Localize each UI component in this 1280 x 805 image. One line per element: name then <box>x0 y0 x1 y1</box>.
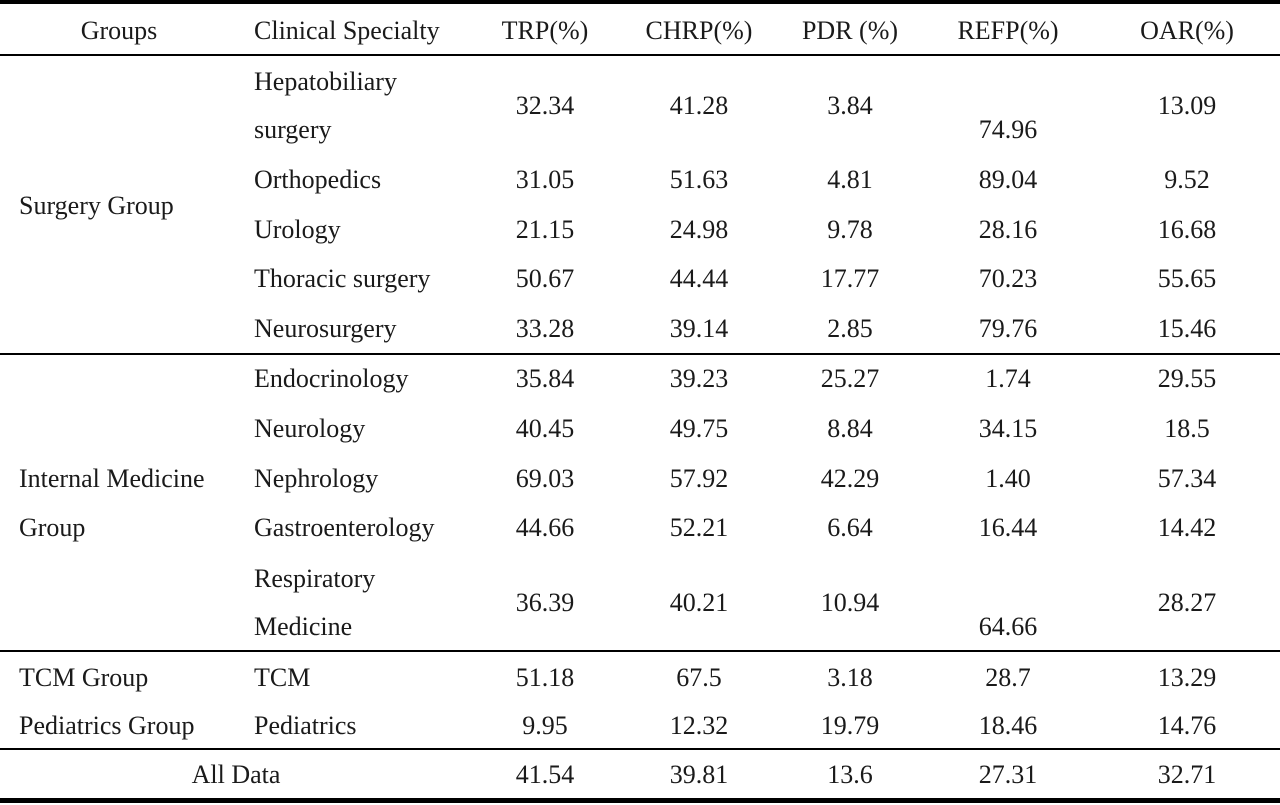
pdr-cell: 17.77 <box>820 264 880 293</box>
refp-cell: 79.76 <box>978 314 1038 343</box>
chrp-cell: 57.92 <box>669 464 729 493</box>
pdr-cell: 19.79 <box>820 711 880 740</box>
header-clinical-specialty: Clinical Specialty <box>254 16 440 45</box>
specialty-cell: Urology <box>254 215 341 244</box>
pdr-cell: 42.29 <box>820 464 880 493</box>
trp-cell: 44.66 <box>515 513 575 542</box>
chrp-cell: 39.81 <box>669 760 729 789</box>
group-label-internal-medicine-line1: Internal Medicine <box>19 464 205 493</box>
chrp-cell: 24.98 <box>669 215 729 244</box>
oar-cell: 15.46 <box>1157 314 1217 343</box>
pdr-cell: 25.27 <box>820 364 880 393</box>
specialty-cell: Pediatrics <box>254 711 357 740</box>
header-oar: OAR(%) <box>1140 16 1234 45</box>
refp-cell: 70.23 <box>978 264 1038 293</box>
trp-cell: 21.15 <box>515 215 575 244</box>
header-refp: REFP(%) <box>957 16 1059 45</box>
oar-cell: 16.68 <box>1157 215 1217 244</box>
pdr-cell: 3.18 <box>827 663 873 692</box>
refp-cell: 64.66 <box>978 612 1038 641</box>
internal-medicine-group-rule <box>0 650 1280 652</box>
oar-cell: 14.42 <box>1157 513 1217 542</box>
specialty-cell: Neurosurgery <box>254 314 397 343</box>
refp-cell: 34.15 <box>978 414 1038 443</box>
oar-cell: 13.09 <box>1157 91 1217 120</box>
bottom-rule <box>0 798 1280 803</box>
refp-cell: 1.40 <box>985 464 1031 493</box>
chrp-cell: 52.21 <box>669 513 729 542</box>
oar-cell: 28.27 <box>1157 588 1217 617</box>
top-rule <box>0 0 1280 4</box>
pdr-cell: 2.85 <box>827 314 873 343</box>
specialty-cell: Neurology <box>254 414 366 443</box>
header-trp: TRP(%) <box>501 16 589 45</box>
trp-cell: 31.05 <box>515 165 575 194</box>
specialty-cell: Thoracic surgery <box>254 264 431 293</box>
pdr-cell: 9.78 <box>827 215 873 244</box>
header-rule <box>0 54 1280 56</box>
trp-cell: 69.03 <box>515 464 575 493</box>
group-label-surgery: Surgery Group <box>19 191 174 220</box>
chrp-cell: 39.14 <box>669 314 729 343</box>
refp-cell: 18.46 <box>978 711 1038 740</box>
trp-cell: 41.54 <box>515 760 575 789</box>
oar-cell: 29.55 <box>1157 364 1217 393</box>
refp-cell: 89.04 <box>978 165 1038 194</box>
group-label-internal-medicine-line2: Group <box>19 513 86 542</box>
chrp-cell: 51.63 <box>669 165 729 194</box>
pdr-cell: 4.81 <box>827 165 873 194</box>
specialty-cell: Nephrology <box>254 464 379 493</box>
chrp-cell: 39.23 <box>669 364 729 393</box>
oar-cell: 18.5 <box>1164 414 1210 443</box>
specialty-cell: Respiratory <box>254 564 376 593</box>
specialty-cell: Orthopedics <box>254 165 382 194</box>
chrp-cell: 41.28 <box>669 91 729 120</box>
refp-cell: 28.7 <box>985 663 1031 692</box>
header-groups: Groups <box>80 16 158 45</box>
all-data-rule <box>0 748 1280 750</box>
pdr-cell: 10.94 <box>820 588 880 617</box>
header-pdr: PDR (%) <box>801 16 899 45</box>
specialty-cell: TCM <box>254 663 311 692</box>
trp-cell: 51.18 <box>515 663 575 692</box>
group-label-tcm: TCM Group <box>19 663 149 692</box>
specialty-cell: Gastroenterology <box>254 513 435 542</box>
refp-cell: 74.96 <box>978 115 1038 144</box>
specialty-cell: Endocrinology <box>254 364 409 393</box>
refp-cell: 28.16 <box>978 215 1038 244</box>
oar-cell: 55.65 <box>1157 264 1217 293</box>
refp-cell: 16.44 <box>978 513 1038 542</box>
pdr-cell: 8.84 <box>827 414 873 443</box>
all-data-label: All Data <box>191 760 281 789</box>
trp-cell: 9.95 <box>522 711 568 740</box>
surgery-group-rule <box>0 353 1280 355</box>
chrp-cell: 44.44 <box>669 264 729 293</box>
trp-cell: 33.28 <box>515 314 575 343</box>
oar-cell: 57.34 <box>1157 464 1217 493</box>
group-label-pediatrics: Pediatrics Group <box>19 711 195 740</box>
oar-cell: 14.76 <box>1157 711 1217 740</box>
oar-cell: 32.71 <box>1157 760 1217 789</box>
specialty-cell-line2: Medicine <box>254 612 353 641</box>
specialty-cell: Hepatobiliary <box>254 67 397 96</box>
pdr-cell: 3.84 <box>827 91 873 120</box>
oar-cell: 13.29 <box>1157 663 1217 692</box>
oar-cell: 9.52 <box>1164 165 1210 194</box>
chrp-cell: 49.75 <box>669 414 729 443</box>
chrp-cell: 12.32 <box>669 711 729 740</box>
trp-cell: 32.34 <box>515 91 575 120</box>
trp-cell: 36.39 <box>515 588 575 617</box>
trp-cell: 35.84 <box>515 364 575 393</box>
specialty-cell-line2: surgery <box>254 115 332 144</box>
header-chrp: CHRP(%) <box>645 16 753 45</box>
pdr-cell: 13.6 <box>827 760 873 789</box>
trp-cell: 40.45 <box>515 414 575 443</box>
refp-cell: 1.74 <box>985 364 1031 393</box>
chrp-cell: 67.5 <box>676 663 722 692</box>
chrp-cell: 40.21 <box>669 588 729 617</box>
trp-cell: 50.67 <box>515 264 575 293</box>
pdr-cell: 6.64 <box>827 513 873 542</box>
refp-cell: 27.31 <box>978 760 1038 789</box>
